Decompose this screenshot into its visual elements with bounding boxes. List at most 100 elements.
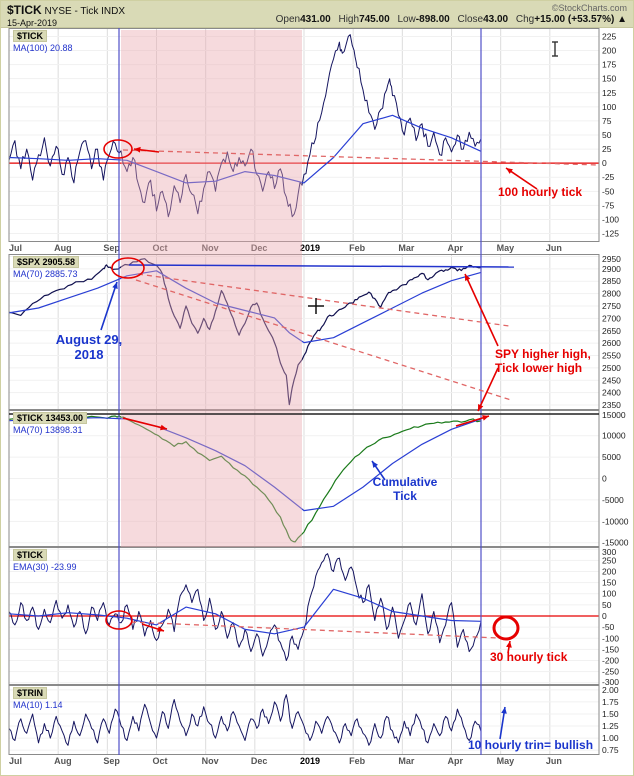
panel-1-tick-hourly: 225 200 175 150 125 100 75 50 25 0 -25 -50 -75 -100 -1… (8, 28, 619, 242)
y-axis-label: 2650 (602, 326, 621, 336)
y-axis-label: 2400 (602, 388, 621, 398)
month-label: Nov (201, 243, 219, 253)
legend-symbol-label: $TICK (13, 30, 48, 42)
y-axis-label: 0 (602, 474, 607, 484)
month-label: Jun (545, 243, 562, 253)
y-axis-label: 150 (602, 578, 616, 588)
y-axis-label: 2.00 (602, 685, 619, 695)
high-value: 745.00 (359, 14, 390, 25)
month-label: Sep (103, 243, 120, 253)
title-row: $TICK NYSE - Tick INDX (7, 3, 125, 17)
month-label: Dec (250, 756, 268, 766)
header-left: $TICK NYSE - Tick INDX 15-Apr-2019 (7, 3, 125, 28)
y-axis-label: 0 (602, 158, 607, 168)
y-axis-label: -75 (602, 200, 615, 210)
y-axis-label: 200 (602, 566, 616, 576)
y-axis-label: 0 (602, 611, 607, 621)
y-axis-label: 100 (602, 589, 616, 599)
month-label: Aug (54, 756, 72, 766)
legend-panel-1: $TICK MA(100) 20.88 (13, 30, 73, 54)
month-label: Oct (152, 756, 168, 766)
month-label: Feb (349, 243, 366, 253)
month-label: Nov (201, 756, 219, 766)
month-label: Oct (152, 243, 168, 253)
month-label: Mar (398, 756, 415, 766)
symbol-description: NYSE - Tick INDX (44, 6, 126, 17)
y-axis-label: 1.25 (602, 721, 619, 731)
month-label: 2019 (300, 243, 321, 253)
series--tick (8, 553, 482, 661)
y-axis-label: 2450 (602, 375, 621, 385)
chart-body: 225 200 175 150 125 100 75 50 25 0 -25 -50 -75 -100 -1… (1, 28, 633, 775)
y-axis-label: 1.00 (602, 733, 619, 743)
month-label: Feb (349, 756, 366, 766)
y-axis-label: 2350 (602, 400, 621, 410)
month-label: Jul (9, 243, 23, 253)
y-axis-label: -5000 (602, 495, 624, 505)
y-axis-label: 125 (602, 88, 616, 98)
legend-panel-5: $TRIN MA(10) 1.14 (13, 687, 63, 711)
open-value: 431.00 (300, 14, 331, 25)
y-axis-label: 150 (602, 74, 616, 84)
y-axis-label: -100 (602, 633, 619, 643)
month-label: Jul (9, 756, 23, 766)
y-axis-label: 1.50 (602, 709, 619, 719)
y-axis-label: 2800 (602, 289, 621, 299)
month-label: May (496, 243, 515, 253)
month-label: May (496, 756, 515, 766)
series-ma-100- (8, 114, 482, 184)
y-axis-label: 10000 (602, 431, 626, 441)
y-axis-label: -50 (602, 186, 615, 196)
legend-overlay-label: MA(70) 13898.31 (13, 425, 83, 435)
y-axis-label: 50 (602, 600, 612, 610)
x-axis-labels-2: Jul Aug Sep Oct Nov Dec 2019 Feb Mar Apr May Jun (1, 755, 633, 767)
y-axis-label: 2900 (602, 264, 621, 274)
series--tick (8, 34, 482, 218)
chart-header: $TICK NYSE - Tick INDX 15-Apr-2019 ©Stoc… (1, 1, 633, 28)
series-ma-70- (8, 417, 482, 512)
y-axis-label: 15000 (602, 410, 626, 420)
legend-panel-2: $SPX 2905.58 MA(70) 2885.73 (13, 256, 80, 280)
y-axis-label: -25 (602, 172, 615, 182)
x-axis-labels-1: Jul Aug Sep Oct Nov Dec 2019 Feb Mar Apr May Jun (1, 242, 633, 254)
month-label: Aug (54, 243, 72, 253)
legend-panel-4: $TICK EMA(30) -23.99 (13, 549, 77, 573)
month-label: Apr (447, 243, 464, 253)
y-axis-label: 0.75 (602, 745, 619, 755)
legend-panel-3: $TICK 13453.00 MA(70) 13898.31 (13, 412, 88, 436)
y-axis-label: 50 (602, 130, 612, 140)
y-axis-label: 2950 (602, 254, 621, 264)
y-axis-label: 1.75 (602, 697, 619, 707)
low-label: Low (397, 14, 416, 25)
legend-symbol-label: $SPX 2905.58 (13, 256, 80, 268)
legend-overlay-label: MA(10) 1.14 (13, 700, 63, 710)
y-axis-label: -50 (602, 622, 615, 632)
y-axis-label: -15000 (602, 538, 629, 547)
chg-value: +15.00 (+53.57%) (534, 14, 615, 25)
ohlc-row: Open431.00 High745.00 Low-898.00 Close43… (271, 14, 627, 25)
series--spx (8, 258, 482, 406)
panel-5-trin: 2.00 1.75 1.50 1.25 1.00 0.75 (8, 685, 619, 755)
y-axis-label: 300 (602, 547, 616, 557)
y-axis-label: 2550 (602, 351, 621, 361)
low-value: -898.00 (415, 14, 450, 25)
y-axis-label: -300 (602, 677, 619, 685)
y-axis-label: 25 (602, 144, 612, 154)
month-label: Apr (447, 756, 464, 766)
legend-symbol-label: $TICK 13453.00 (13, 412, 88, 424)
legend-overlay-label: MA(100) 20.88 (13, 43, 73, 53)
y-axis-label: 2500 (602, 363, 621, 373)
month-label: Mar (398, 243, 415, 253)
chg-label: Chg (515, 14, 535, 25)
y-axis-label: 75 (602, 116, 612, 126)
y-axis-label: 225 (602, 31, 616, 41)
stockcharts-credit: ©StockCharts.com (551, 3, 627, 13)
y-axis-label: 175 (602, 60, 616, 70)
y-axis-label: 2700 (602, 313, 621, 323)
series--tick-cumulative (8, 415, 482, 543)
chg-up-arrow-icon: ▲ (617, 14, 627, 25)
y-axis-label: -250 (602, 667, 619, 677)
